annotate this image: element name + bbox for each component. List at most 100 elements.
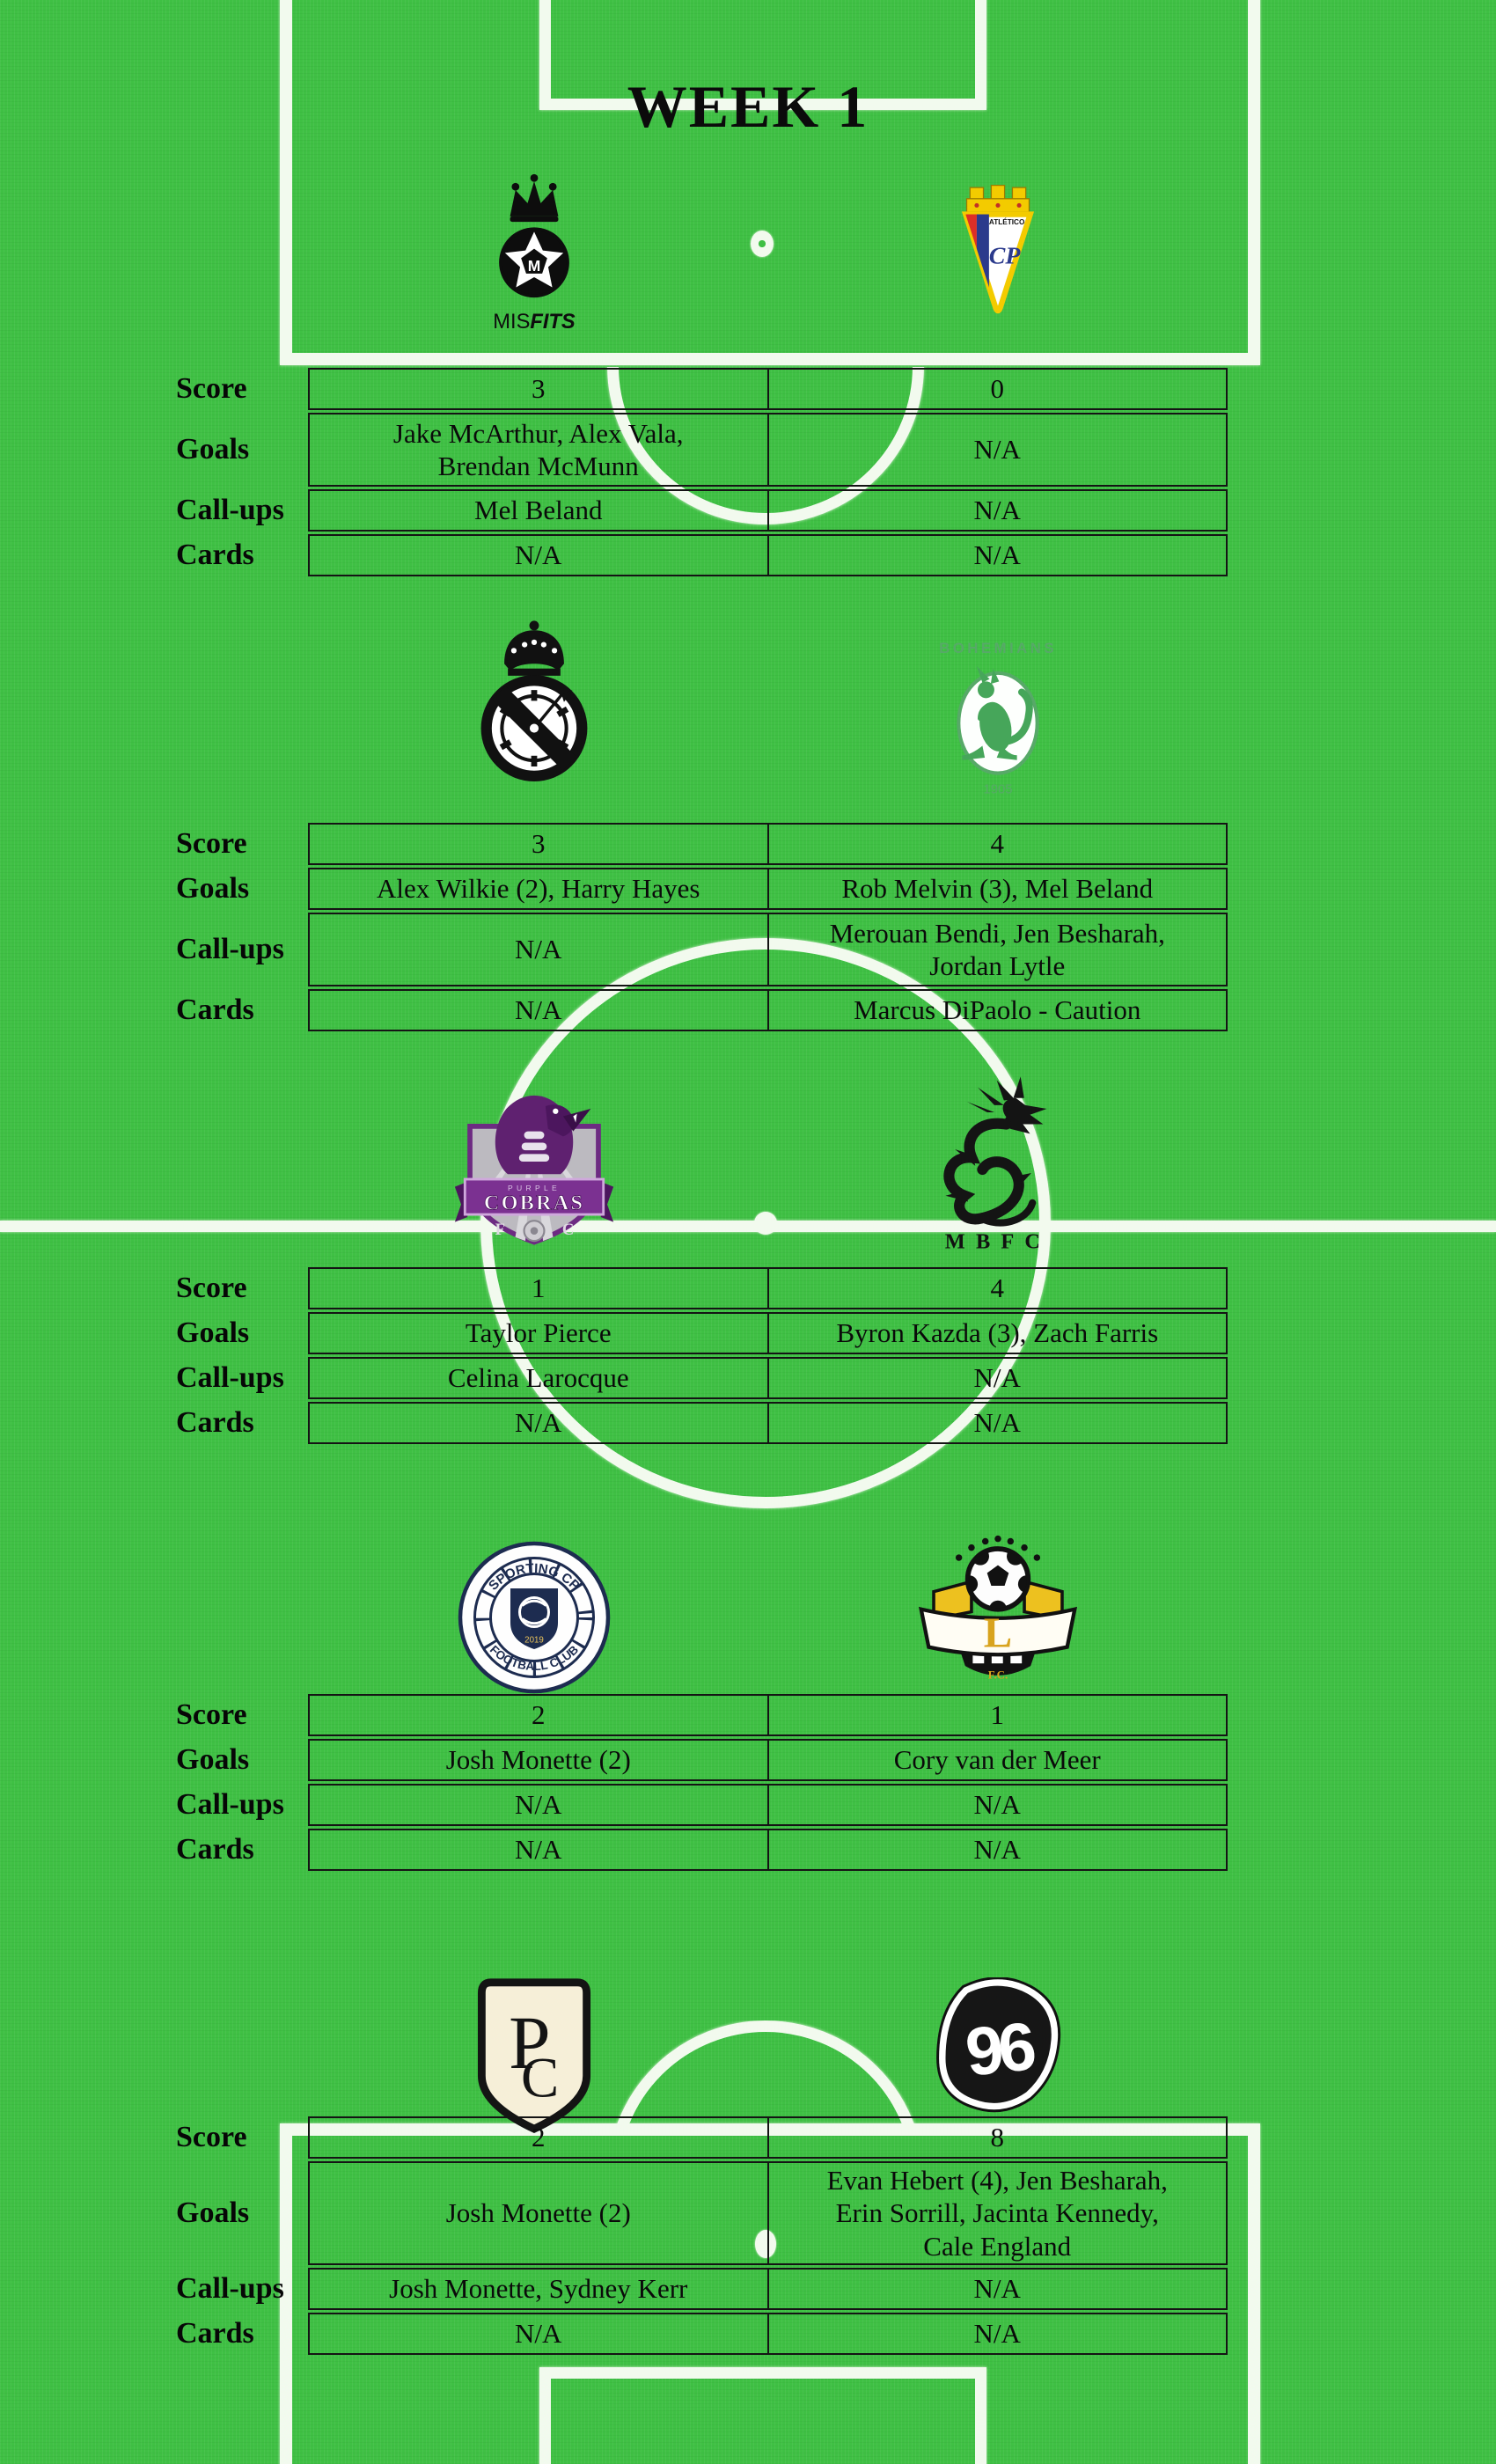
shield-icon	[477, 1978, 591, 2134]
table-row-goals: Goals Taylor Pierce Byron Kazda (3), Zac…	[176, 1312, 1228, 1354]
row-label-cards: Cards	[176, 1833, 254, 1866]
table-row-score: Score 3 4	[176, 823, 1228, 865]
row-label-callups: Call-ups	[176, 2272, 284, 2305]
row-label-score: Score	[176, 372, 247, 405]
row-label-score: Score	[176, 827, 247, 860]
cobra-icon	[495, 1095, 591, 1175]
misfits-crest-logo: M MISFITS	[468, 172, 600, 337]
score-away: 4	[990, 1272, 1005, 1304]
score-home: 3	[310, 370, 769, 408]
cards-home: N/A	[310, 1404, 769, 1442]
fc-text: F.C.	[988, 1668, 1008, 1681]
cards-away: N/A	[973, 539, 1021, 571]
callups-home: Mel Beland	[310, 491, 769, 530]
bohemians-year: 1905	[983, 783, 1012, 797]
penalty-box-top	[280, 0, 1260, 365]
table-row-score: Score 2 8	[176, 2116, 1228, 2159]
goals-home: Alex Wilkie (2), Harry Hayes	[310, 869, 769, 908]
row-label-score: Score	[176, 1272, 247, 1304]
kangaroo-icon	[962, 665, 1033, 760]
cards-away: N/A	[973, 1834, 1021, 1866]
hannover-96-crest-logo: 96	[927, 1977, 1070, 2121]
callups-home: Josh Monette, Sydney Kerr	[310, 2270, 769, 2308]
crown-crest-logo	[468, 616, 600, 783]
cards-away: N/A	[973, 2318, 1021, 2350]
callups-away: N/A	[973, 495, 1021, 526]
cards-home: N/A	[310, 536, 769, 575]
goals-away: Byron Kazda (3), Zach Farris	[836, 1317, 1159, 1349]
cards-home: N/A	[310, 2314, 769, 2353]
letter-f: F	[495, 1221, 505, 1239]
table-row-goals: Goals Jake McArthur, Alex Vala, Brendan …	[176, 413, 1228, 487]
mural-crown-icon	[965, 184, 1030, 213]
cobras-banner: PURPLE COBRAS	[454, 1177, 614, 1222]
dragon-icon	[945, 1076, 1047, 1202]
goals-home: Josh Monette (2)	[310, 1741, 769, 1779]
score-home: 3	[310, 825, 769, 863]
pc-crest-logo: P C	[473, 1975, 596, 2137]
monogram-c: C	[521, 2046, 559, 2109]
center-spot	[754, 1212, 777, 1235]
table-row-score: Score 3 0	[176, 368, 1228, 410]
l-fc-crest-logo: L F.C.	[916, 1531, 1080, 1695]
row-label-goals: Goals	[176, 1316, 250, 1349]
row-label-cards: Cards	[176, 539, 254, 571]
sporting-crest-logo: SPORTING CP FOOTBALL CLUB 2019	[455, 1538, 613, 1697]
goals-home: Josh Monette (2)	[310, 2163, 769, 2263]
callups-away: N/A	[973, 1789, 1021, 1821]
misfits-monogram: M	[528, 257, 541, 275]
goals-home: Jake McArthur, Alex Vala, Brendan McMunn	[310, 414, 769, 485]
royal-crown-icon	[504, 620, 564, 676]
row-label-callups: Call-ups	[176, 1788, 284, 1821]
monogram-p: P	[509, 2002, 550, 2085]
row-label-goals: Goals	[176, 1743, 250, 1776]
row-label-callups: Call-ups	[176, 494, 284, 526]
table-row-goals: Goals Josh Monette (2) Evan Hebert (4), …	[176, 2161, 1228, 2265]
callups-home: Celina Larocque	[310, 1359, 769, 1397]
cards-away: N/A	[973, 1407, 1021, 1439]
row-label-goals: Goals	[176, 2196, 250, 2229]
table-row-callups: Call-ups Celina Larocque N/A	[176, 1357, 1228, 1399]
table-row-cards: Cards N/A N/A	[176, 1829, 1228, 1871]
score-home: 2	[310, 2118, 769, 2157]
table-row-cards: Cards N/A N/A	[176, 534, 1228, 576]
dots-arc	[955, 1535, 1041, 1561]
penalty-spot-bottom	[755, 2230, 776, 2258]
penalty-arc-bottom	[546, 2020, 986, 2124]
table-row-callups: Call-ups Josh Monette, Sydney Kerr N/A	[176, 2268, 1228, 2310]
sporting-year: 2019	[524, 1636, 544, 1646]
row-label-score: Score	[176, 2121, 247, 2153]
goal-area-bottom	[539, 2367, 986, 2464]
table-row-score: Score 2 1	[176, 1694, 1228, 1736]
goals-away: N/A	[973, 434, 1021, 466]
table-row-callups: Call-ups N/A N/A	[176, 1784, 1228, 1826]
table-row-goals: Goals Alex Wilkie (2), Harry Hayes Rob M…	[176, 868, 1228, 910]
banner	[918, 1606, 1078, 1657]
callups-away: Merouan Bendi, Jen Besharah, Jordan Lytl…	[829, 917, 1165, 981]
cobras-small-text: PURPLE	[508, 1184, 561, 1192]
callups-away: N/A	[973, 2273, 1021, 2305]
goals-home: Taylor Pierce	[310, 1314, 769, 1353]
goals-away: Cory van der Meer	[893, 1744, 1101, 1776]
table-row-cards: Cards N/A N/A	[176, 2313, 1228, 2355]
cp-monogram: CP	[989, 242, 1022, 269]
score-away: 0	[990, 373, 1005, 405]
callups-home: N/A	[310, 914, 769, 985]
ball-icon	[518, 1596, 550, 1628]
dragon-initials: MBFC	[945, 1229, 1051, 1250]
number-96: 96	[962, 2008, 1038, 2091]
misfits-wordmark: MISFITS	[493, 311, 576, 334]
cards-home: N/A	[310, 991, 769, 1030]
goals-away: Evan Hebert (4), Jen Besharah, Erin Sorr…	[826, 2165, 1168, 2262]
table-row-score: Score 1 4	[176, 1267, 1228, 1309]
goal-area-top	[539, 0, 986, 110]
bw-circle-crest-icon	[480, 675, 588, 781]
table-row-cards: Cards N/A Marcus DiPaolo - Caution	[176, 989, 1228, 1031]
goals-away: Rob Melvin (3), Mel Beland	[841, 873, 1154, 905]
score-home: 2	[310, 1696, 769, 1734]
score-away: 1	[990, 1699, 1005, 1731]
badge-icon	[939, 1979, 1059, 2110]
cards-away: Marcus DiPaolo - Caution	[854, 994, 1141, 1026]
bohemians-name: BOHEMIANS	[939, 640, 1057, 656]
